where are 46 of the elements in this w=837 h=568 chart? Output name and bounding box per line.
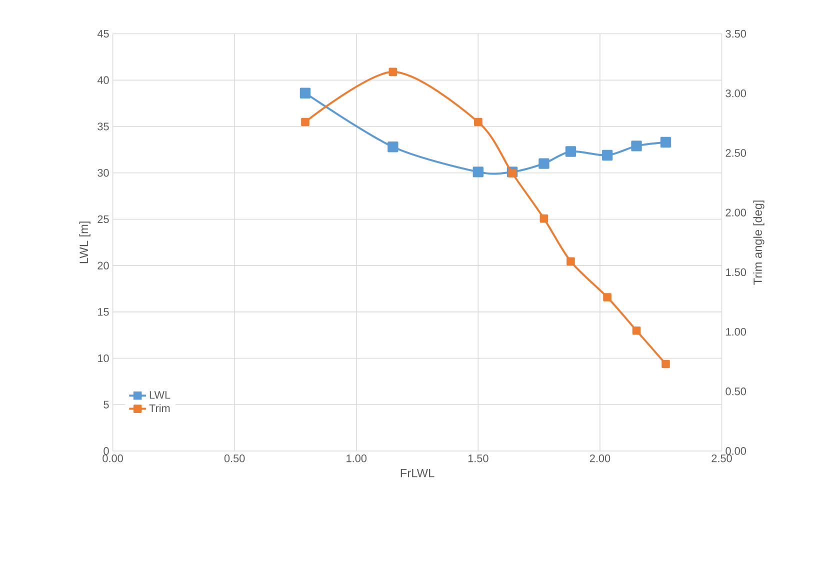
y-tick-label: 45 bbox=[97, 30, 109, 38]
y2-tick-label: 1.00 bbox=[726, 328, 746, 336]
point bbox=[540, 214, 548, 223]
point bbox=[472, 166, 484, 178]
y-tick-label: 0 bbox=[104, 447, 109, 455]
x-tick-label: 2.00 bbox=[590, 454, 610, 462]
y-tick-label: 30 bbox=[98, 168, 109, 177]
point bbox=[538, 158, 550, 169]
y-tick-label: 40 bbox=[97, 76, 109, 84]
y-tick-label: 10 bbox=[98, 354, 109, 362]
y-tick-label: 20 bbox=[98, 262, 109, 270]
point bbox=[632, 326, 641, 335]
point bbox=[603, 292, 612, 302]
legend-label: Trim bbox=[149, 404, 170, 412]
x-axis-title: FrLWL bbox=[400, 468, 434, 478]
legend-label: LWL bbox=[150, 391, 170, 399]
x-tick-label: 1.50 bbox=[468, 454, 488, 462]
x-tick-label: 2.50 bbox=[712, 454, 732, 462]
y-axis-title: LWL [m] bbox=[79, 221, 90, 263]
y-tick-label: 25 bbox=[98, 215, 109, 223]
y2-tick-label: 3.50 bbox=[726, 30, 746, 38]
y2-tick-label: 3.00 bbox=[726, 89, 746, 98]
x-tick-label: 0.00 bbox=[102, 454, 123, 462]
point bbox=[300, 88, 311, 98]
y2-axis-title: Trim angle [deg] bbox=[753, 200, 764, 285]
point bbox=[660, 136, 672, 148]
y2-tick-label: 1.50 bbox=[726, 268, 746, 276]
y-tick-label: 35 bbox=[98, 122, 109, 130]
point bbox=[474, 118, 482, 126]
x-tick-label: 1.00 bbox=[346, 454, 367, 462]
x-tick-label: 0.50 bbox=[224, 454, 245, 462]
y2-tick-label: 2.00 bbox=[726, 208, 746, 216]
point bbox=[388, 141, 398, 152]
point bbox=[602, 150, 613, 160]
y2-tick-label: 0.50 bbox=[726, 387, 746, 396]
y2-tick-label: 2.50 bbox=[726, 149, 746, 157]
point bbox=[508, 168, 516, 178]
point bbox=[662, 360, 670, 368]
y-tick-label: 15 bbox=[98, 308, 109, 316]
point bbox=[301, 118, 310, 126]
point bbox=[388, 68, 398, 76]
point bbox=[631, 140, 642, 152]
y2-tick-label: 0.00 bbox=[726, 447, 746, 455]
point bbox=[565, 146, 576, 157]
y-tick-label: 5 bbox=[104, 400, 109, 408]
point bbox=[566, 257, 575, 266]
